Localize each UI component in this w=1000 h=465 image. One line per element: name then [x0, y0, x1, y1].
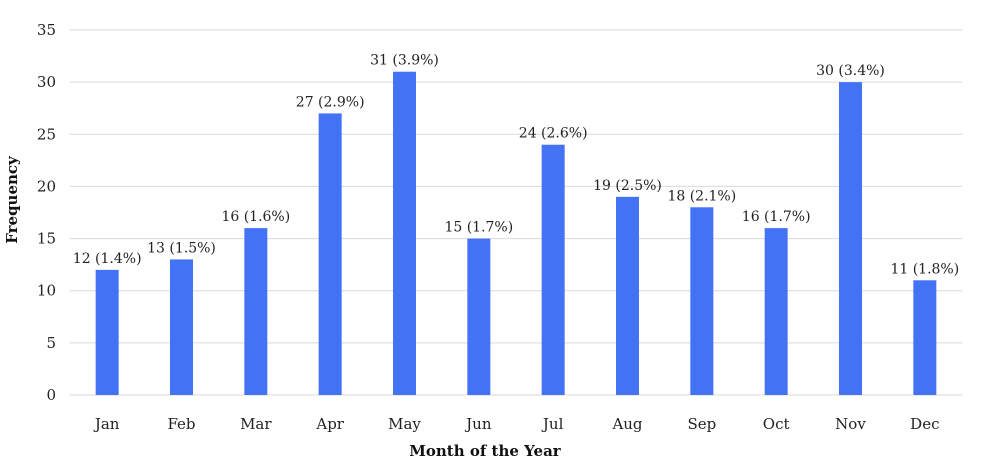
data-label: 31 (3.9%)	[370, 53, 439, 69]
data-label: 13 (1.5%)	[147, 240, 216, 256]
y-tick-label: 15	[37, 230, 56, 248]
x-tick-label: Apr	[315, 415, 344, 433]
y-tick-label: 5	[46, 334, 56, 352]
bar	[690, 207, 714, 395]
data-label: 30 (3.4%)	[816, 63, 885, 79]
y-tick-label: 25	[37, 125, 56, 143]
bar	[393, 71, 416, 395]
data-label: 11 (1.8%)	[890, 261, 959, 277]
data-label: 27 (2.9%)	[296, 94, 365, 110]
y-tick-label: 10	[37, 282, 56, 300]
bar	[913, 280, 937, 395]
bar	[318, 113, 342, 395]
data-label: 16 (1.7%)	[742, 209, 811, 225]
bar	[764, 228, 788, 395]
bar	[467, 238, 491, 395]
x-tick-label: Jun	[464, 415, 492, 433]
x-tick-label: Mar	[240, 415, 272, 433]
data-label: 15 (1.7%)	[444, 220, 513, 236]
bars	[95, 71, 937, 396]
bar	[95, 269, 119, 395]
x-axis-title: Month of the Year	[409, 442, 562, 460]
x-tick-label: Dec	[910, 415, 939, 433]
x-tick-label: Aug	[611, 415, 642, 433]
data-label: 18 (2.1%)	[667, 188, 736, 204]
bar	[170, 259, 193, 395]
bar	[244, 228, 268, 395]
x-tick-label: Jul	[541, 415, 564, 433]
bar	[616, 196, 639, 395]
gridlines	[70, 29, 962, 396]
x-axis-ticks: Jan Feb Mar Apr May Jun Jul Aug Sep Oct Nov Dec	[93, 415, 940, 433]
data-label: 24 (2.6%)	[519, 126, 588, 142]
bar	[541, 144, 565, 395]
y-tick-label: 20	[37, 177, 56, 195]
y-tick-label: 0	[46, 386, 56, 404]
bar	[839, 82, 862, 396]
x-tick-label: Sep	[687, 415, 716, 433]
x-tick-label: Nov	[835, 415, 866, 433]
data-label: 19 (2.5%)	[593, 178, 662, 194]
data-label: 16 (1.6%)	[221, 209, 290, 225]
x-tick-label: Oct	[763, 415, 790, 433]
x-tick-label: May	[388, 415, 421, 433]
y-axis-ticks: 0 5 10 15 20 25 30 35	[37, 21, 56, 404]
y-tick-label: 35	[37, 21, 56, 39]
x-tick-label: Jan	[93, 415, 120, 433]
y-axis-title: Frequency	[3, 155, 21, 244]
y-tick-label: 30	[37, 73, 56, 91]
x-tick-label: Feb	[167, 415, 195, 433]
data-label: 12 (1.4%)	[73, 251, 142, 267]
data-labels: 12 (1.4%) 13 (1.5%) 16 (1.6%) 27 (2.9%) 31 (…	[73, 53, 959, 278]
